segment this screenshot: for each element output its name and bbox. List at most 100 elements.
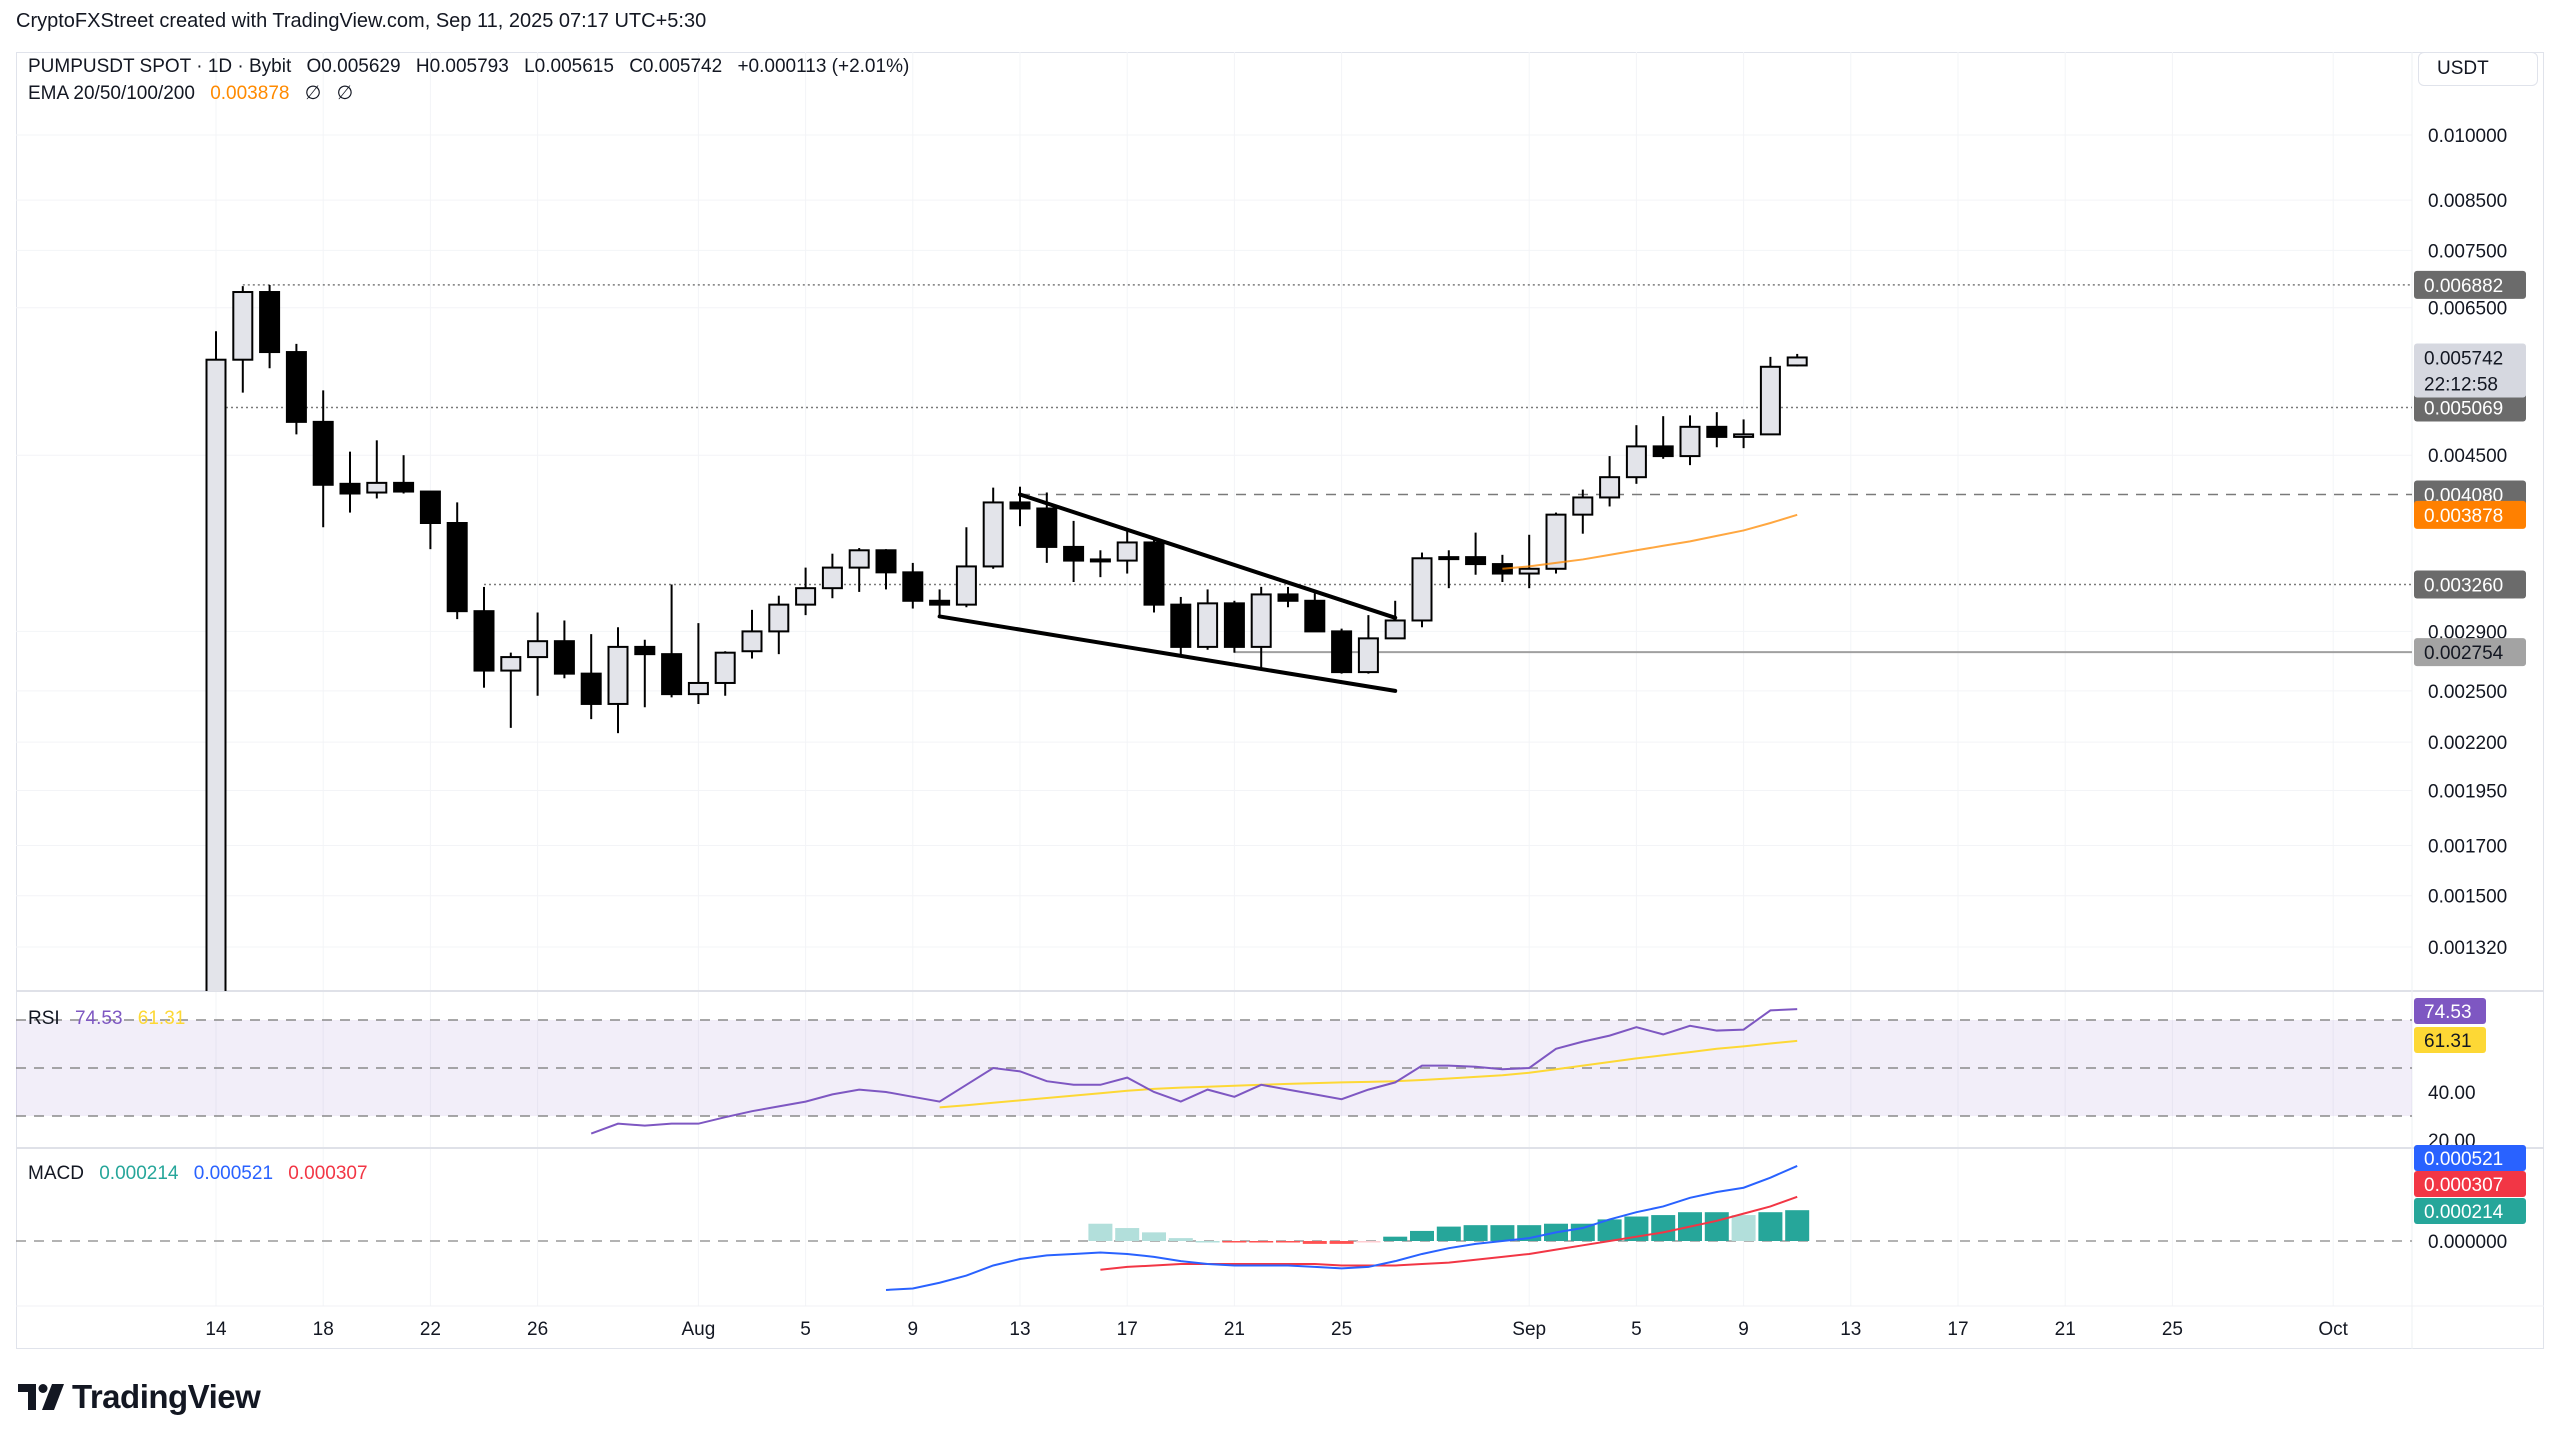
candle-body	[1277, 593, 1299, 602]
candle	[1304, 593, 1326, 633]
macd-tick-label: 0.000000	[2428, 1232, 2507, 1253]
rsi-ma-value: 61.31	[137, 1008, 186, 1029]
candle	[259, 284, 281, 369]
level-price-tag: 0.006882	[2424, 276, 2503, 297]
macd-histogram-bar	[1490, 1225, 1515, 1241]
candle	[902, 562, 924, 609]
price-tick-label: 0.008500	[2428, 191, 2507, 212]
ohlc-open: O0.005629	[306, 56, 401, 77]
date-tick-label: 21	[2055, 1319, 2076, 1340]
date-tick-label: Sep	[1512, 1319, 1546, 1340]
candle-body	[1009, 501, 1031, 510]
candle	[1625, 425, 1647, 484]
candle	[366, 440, 388, 499]
macd-histogram-bar	[1302, 1241, 1327, 1244]
candle	[1116, 529, 1138, 574]
date-tick-label: 9	[1738, 1319, 1749, 1340]
rsi-label[interactable]: RSI	[28, 1008, 60, 1029]
candle	[982, 487, 1004, 569]
candle	[500, 652, 522, 728]
candle-body	[795, 587, 817, 606]
ema-na-2: ∅	[336, 83, 354, 104]
rsi-ma-tag: 61.31	[2424, 1031, 2472, 1052]
candle	[1733, 419, 1755, 449]
candle	[1197, 589, 1219, 650]
candle-body	[1545, 513, 1567, 570]
candle-body	[473, 610, 495, 672]
macd-label[interactable]: MACD	[28, 1163, 84, 1184]
candle	[1036, 492, 1058, 563]
candle-body	[312, 420, 334, 486]
macd-legend: MACD 0.000214 0.000521 0.000307	[28, 1163, 378, 1185]
date-tick-label: 13	[1009, 1319, 1030, 1340]
macd-histogram-bar	[1785, 1210, 1810, 1241]
candle-body	[393, 481, 415, 493]
level-price-tag: 0.002754	[2424, 643, 2504, 664]
candle	[1331, 628, 1353, 674]
candle-body	[768, 603, 790, 633]
rsi-pane	[16, 1008, 2412, 1135]
candle-body	[1304, 599, 1326, 633]
candle	[1009, 486, 1031, 527]
candle	[1465, 532, 1487, 575]
ema-label[interactable]: EMA 20/50/100/200	[28, 83, 195, 104]
candle	[1170, 596, 1192, 656]
candle-body	[366, 481, 388, 494]
candle-body	[1063, 545, 1085, 562]
macd-histogram-bar	[1383, 1236, 1408, 1241]
candle	[634, 639, 656, 708]
price-tick-label: 0.010000	[2428, 126, 2507, 147]
date-tick-label: 26	[527, 1319, 548, 1340]
last-price-tag-bg	[2414, 343, 2526, 398]
candle	[393, 455, 415, 494]
candle	[312, 390, 334, 528]
candle	[473, 586, 495, 688]
macd-tag: 0.000307	[2424, 1175, 2503, 1196]
candle-body	[1759, 365, 1781, 436]
level-price-tag-bg	[2414, 393, 2526, 422]
candle	[1786, 353, 1808, 367]
date-tick-label: 21	[1224, 1319, 1245, 1340]
macd-value: 0.000521	[193, 1163, 274, 1184]
symbol-legend: PUMPUSDT SPOT · 1D · Bybit O0.005629 H0.…	[28, 56, 919, 78]
currency-button[interactable]: USDT	[2418, 52, 2538, 86]
price-tick-label: 0.002200	[2428, 733, 2507, 754]
macd-histogram-bar	[1436, 1226, 1461, 1241]
rsi-tag-bg	[2414, 998, 2486, 1024]
candle	[687, 623, 709, 704]
macd-histogram-bar	[1222, 1241, 1247, 1243]
tradingview-logo[interactable]: TradingView	[18, 1378, 261, 1416]
symbol-info[interactable]: PUMPUSDT SPOT · 1D · Bybit	[28, 56, 292, 77]
candle-body	[714, 651, 736, 684]
candle	[339, 451, 361, 513]
candle-body	[580, 672, 602, 705]
candle	[205, 331, 227, 991]
macd-tag-bg	[2414, 1198, 2526, 1224]
candle-body	[1036, 507, 1058, 548]
candle	[607, 627, 629, 734]
candle	[285, 343, 307, 435]
candle-body	[1625, 445, 1647, 479]
candle-body	[1706, 425, 1728, 438]
candle	[1143, 536, 1165, 613]
candle	[1223, 600, 1245, 653]
candle-body	[1223, 602, 1245, 648]
tradingview-logo-text: TradingView	[72, 1378, 261, 1415]
price-tick-label: 0.002500	[2428, 682, 2507, 703]
tradingview-logo-icon	[18, 1384, 64, 1410]
ema-line	[1502, 513, 1798, 570]
macd-histogram-bar	[1597, 1219, 1622, 1241]
candle-body	[446, 522, 468, 613]
macd-histogram-bar	[1758, 1212, 1783, 1241]
level-price-tag-bg	[2414, 570, 2526, 599]
candle-body	[1331, 630, 1353, 674]
candle-body	[607, 645, 629, 705]
candle-body	[1438, 556, 1460, 561]
rsi-ma-tag-bg	[2414, 1027, 2486, 1053]
candle-body	[527, 640, 549, 659]
macd-signal-value: 0.000307	[288, 1163, 368, 1184]
candle-body	[982, 501, 1004, 568]
candle-body	[1572, 496, 1594, 516]
date-tick-label: 5	[1631, 1319, 1642, 1340]
